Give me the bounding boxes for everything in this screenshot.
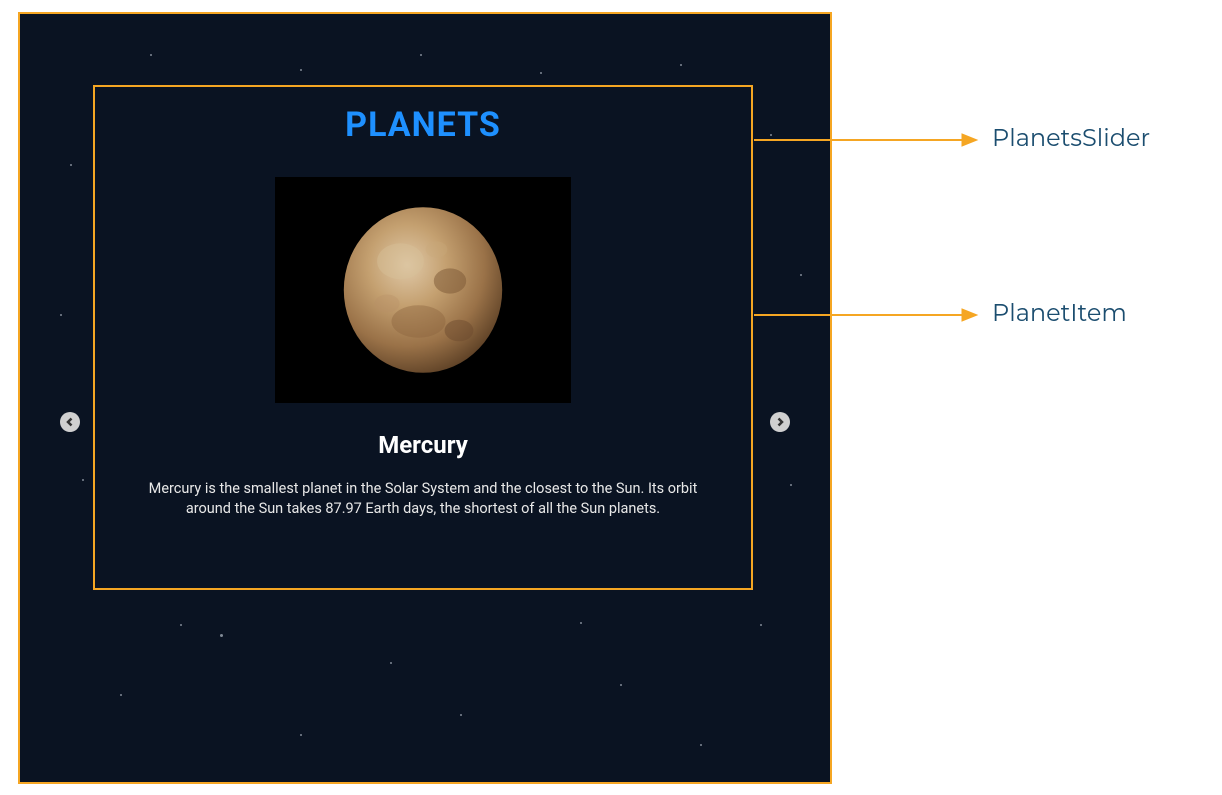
annotation-label-item: PlanetItem [992, 299, 1127, 328]
planets-slider-component: PLANETS Mercury [18, 12, 832, 784]
chevron-left-icon [65, 417, 75, 427]
annotation-arrow-slider [754, 130, 979, 150]
chevron-right-icon [775, 417, 785, 427]
slider-title: PLANETS [345, 105, 501, 145]
mercury-planet-icon [333, 200, 513, 380]
planet-description: Mercury is the smallest planet in the So… [123, 479, 723, 520]
planet-item-component: PLANETS Mercury [93, 85, 753, 590]
prev-button[interactable] [60, 412, 80, 432]
planet-image [275, 177, 571, 403]
annotation-label-slider: PlanetsSlider [992, 124, 1150, 153]
annotation-arrow-item [754, 305, 979, 325]
planet-name: Mercury [378, 431, 468, 459]
next-button[interactable] [770, 412, 790, 432]
